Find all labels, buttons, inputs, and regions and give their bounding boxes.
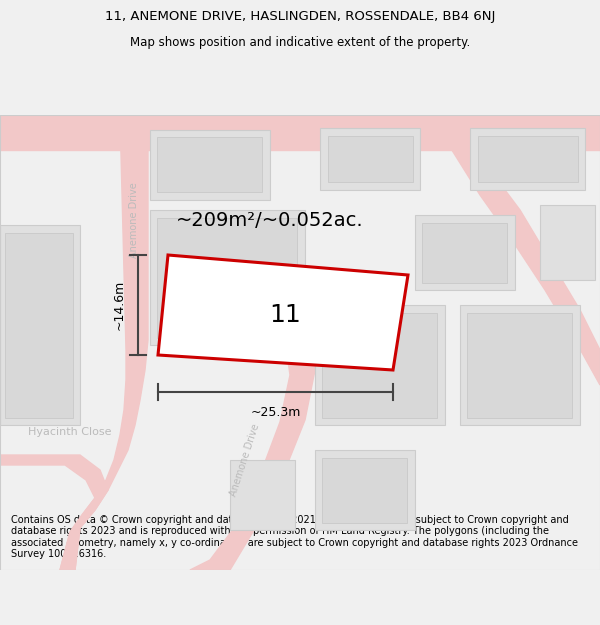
Text: Map shows position and indicative extent of the property.: Map shows position and indicative extent…: [130, 36, 470, 49]
Bar: [322, 313, 437, 418]
Bar: [422, 223, 507, 283]
Bar: [157, 218, 297, 338]
Bar: [150, 130, 270, 200]
Bar: [315, 450, 415, 530]
Bar: [415, 215, 515, 290]
Text: 11: 11: [269, 303, 301, 327]
Bar: [5, 233, 73, 418]
Bar: [322, 458, 407, 523]
Bar: [460, 305, 580, 425]
Bar: [230, 460, 295, 530]
Text: Anemone Drive: Anemone Drive: [129, 182, 139, 258]
Polygon shape: [0, 455, 108, 570]
Polygon shape: [158, 255, 408, 370]
Bar: [470, 128, 585, 190]
Polygon shape: [190, 340, 315, 570]
Polygon shape: [430, 115, 600, 385]
Bar: [540, 205, 595, 280]
Polygon shape: [60, 115, 148, 570]
Bar: [157, 137, 262, 192]
Text: Contains OS data © Crown copyright and database right 2021. This information is : Contains OS data © Crown copyright and d…: [11, 514, 578, 559]
Text: Hyacinth Close: Hyacinth Close: [28, 427, 112, 437]
Text: ~14.6m: ~14.6m: [113, 280, 126, 330]
Text: 11, ANEMONE DRIVE, HASLINGDEN, ROSSENDALE, BB4 6NJ: 11, ANEMONE DRIVE, HASLINGDEN, ROSSENDAL…: [105, 10, 495, 23]
Bar: [315, 305, 445, 425]
Bar: [320, 128, 420, 190]
Bar: [467, 313, 572, 418]
Text: ~25.3m: ~25.3m: [250, 406, 301, 419]
Bar: [0, 225, 80, 425]
Text: Anemone Drive: Anemone Drive: [229, 422, 262, 498]
Bar: [328, 136, 413, 182]
Bar: [150, 210, 305, 345]
Text: ~209m²/~0.052ac.: ~209m²/~0.052ac.: [176, 211, 364, 229]
Bar: [478, 136, 578, 182]
Polygon shape: [0, 115, 600, 150]
